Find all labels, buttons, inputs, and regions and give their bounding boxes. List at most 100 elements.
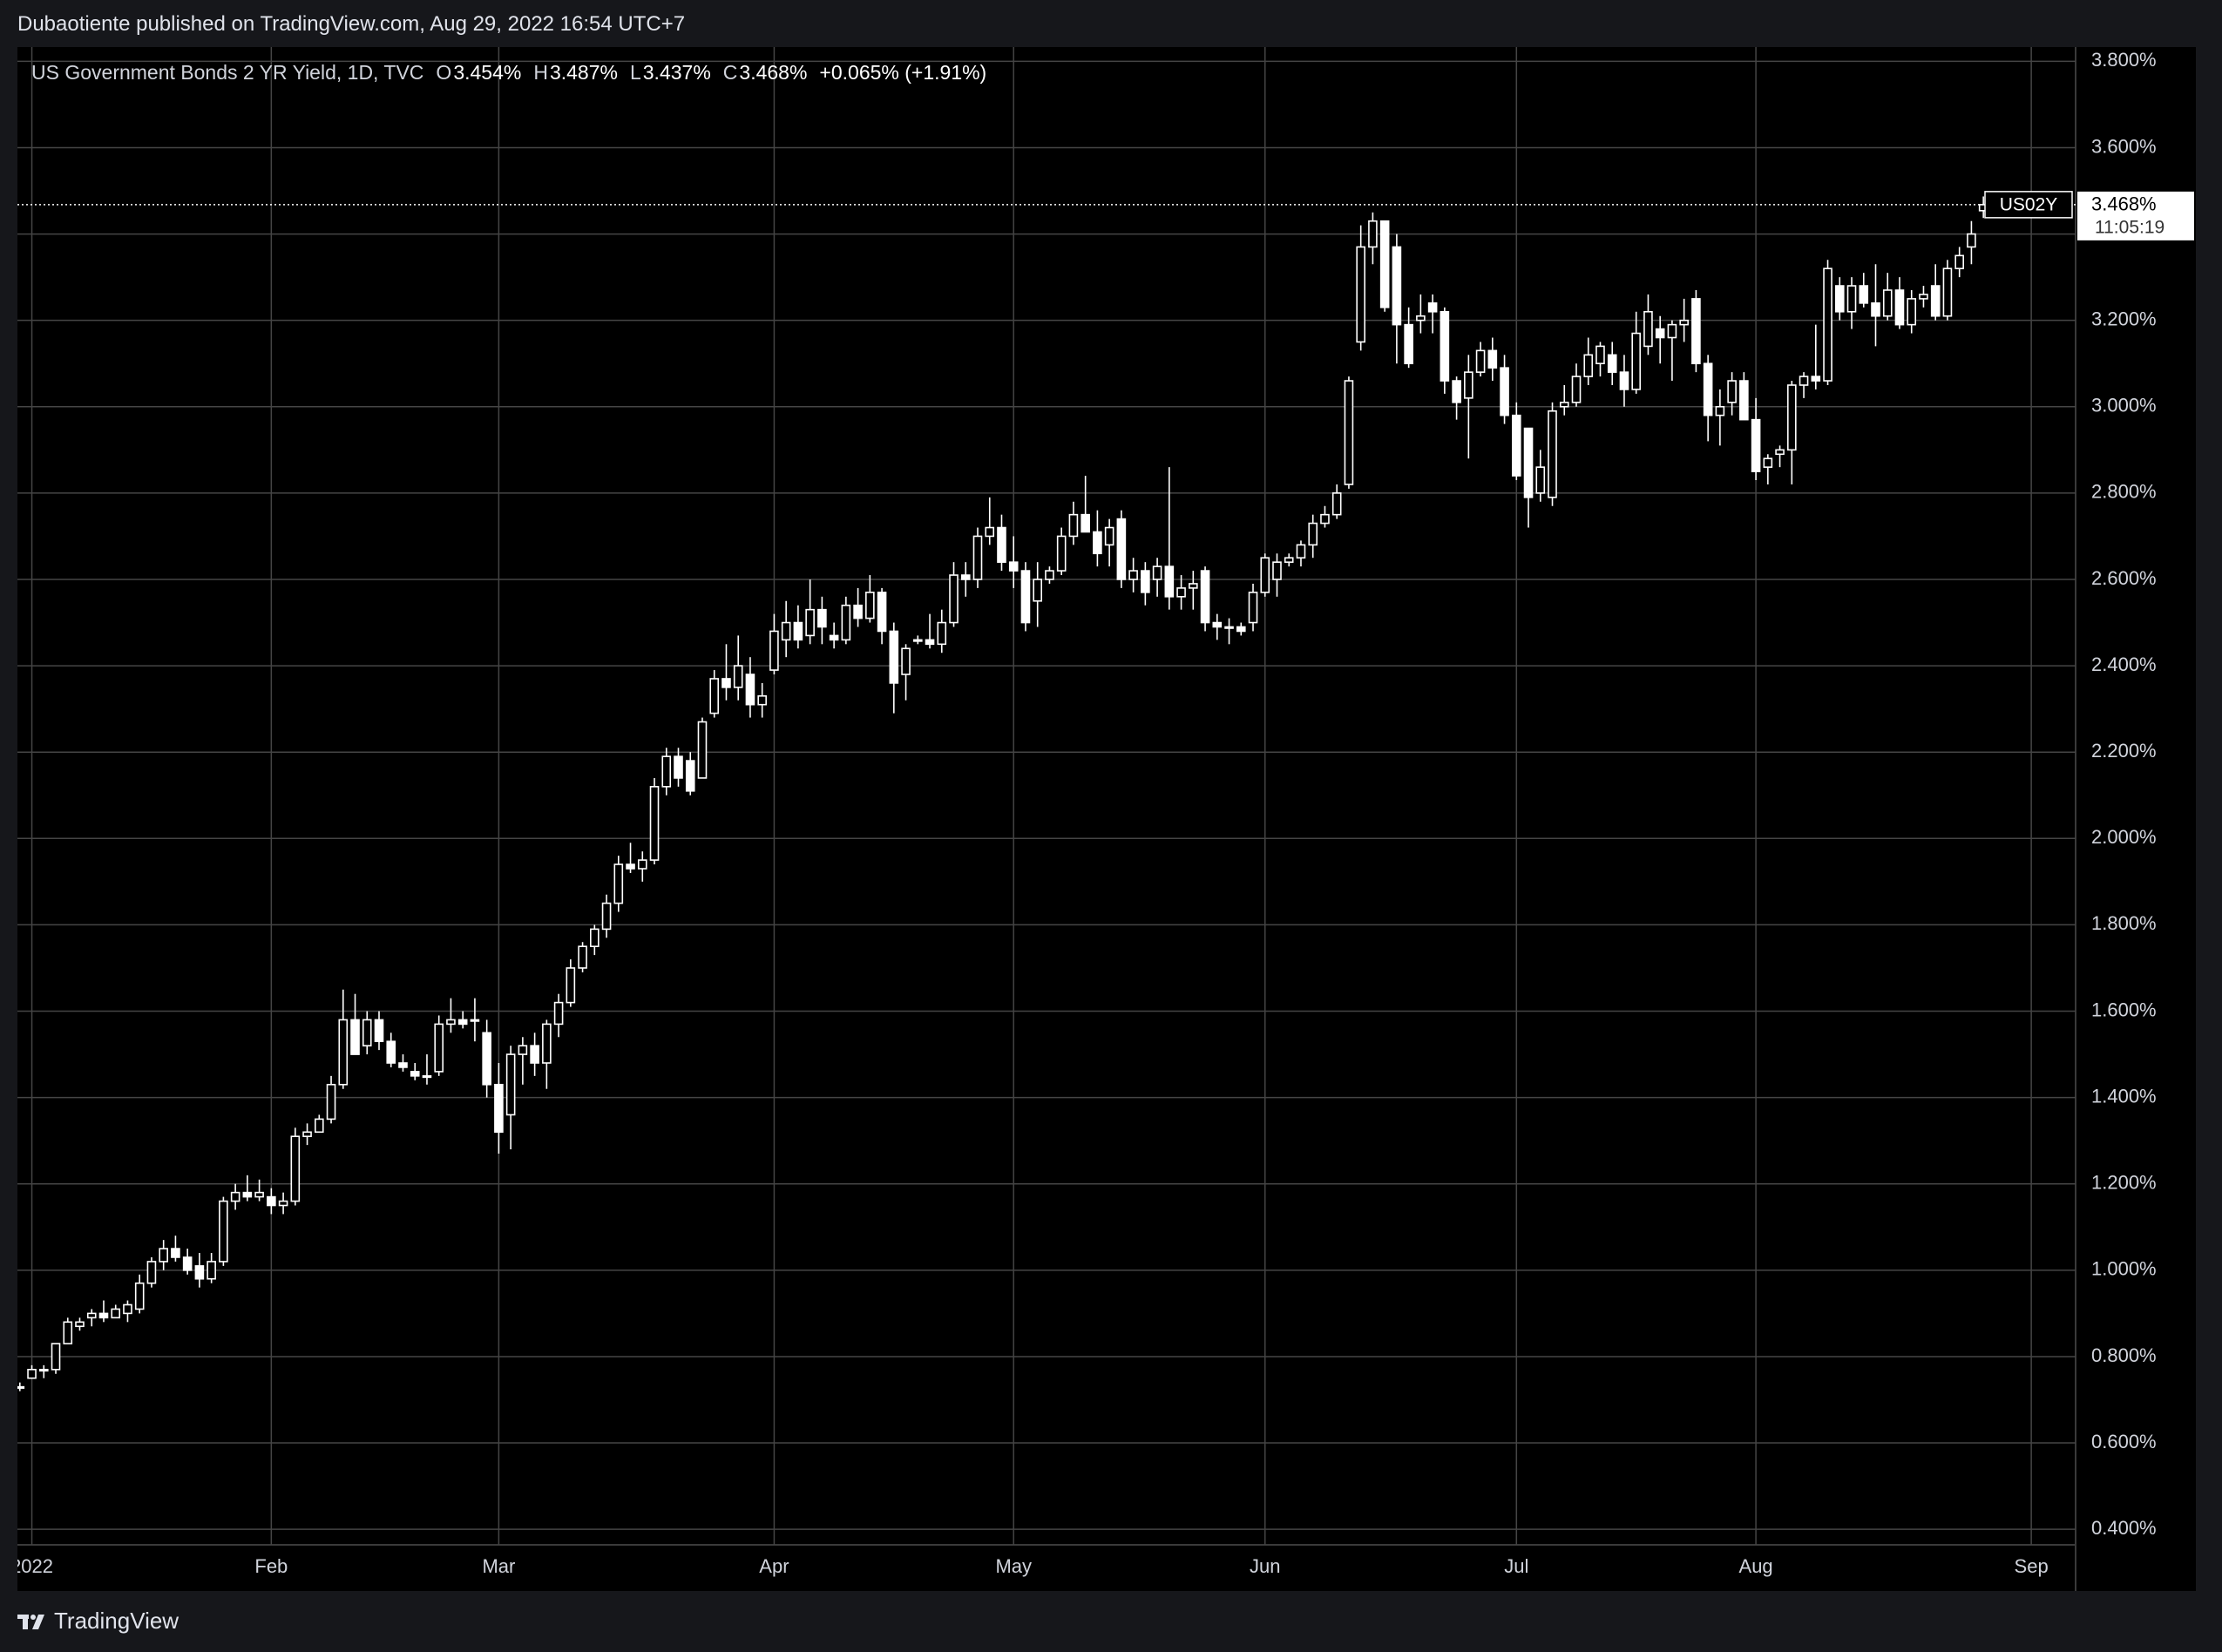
candle-body	[685, 760, 695, 792]
candle-body	[1787, 384, 1797, 451]
y-tick-label: 2.800%	[2091, 481, 2157, 503]
candle-body	[709, 678, 720, 714]
candle-body	[1930, 285, 1941, 317]
candle-body	[1559, 402, 1569, 408]
candle-body	[781, 621, 791, 641]
candle-body	[86, 1312, 97, 1319]
candle-body	[267, 1195, 276, 1207]
candle-body	[913, 639, 923, 642]
candle-body	[1500, 367, 1509, 416]
candle-body	[985, 526, 995, 538]
publish-info: Dubaotiente published on TradingView.com…	[17, 12, 686, 36]
x-tick-label: Mar	[482, 1555, 515, 1577]
low-value: 3.437%	[642, 61, 711, 84]
candle-body	[159, 1248, 168, 1263]
candle-body	[769, 630, 779, 671]
candle-body	[745, 674, 755, 706]
candle-body	[98, 1312, 109, 1319]
y-tick-label: 0.600%	[2091, 1431, 2157, 1452]
candle-body	[1548, 410, 1557, 498]
candle-body	[901, 647, 911, 675]
candle-body	[1081, 513, 1090, 533]
candle-body	[1512, 414, 1521, 477]
candle-body	[494, 1083, 504, 1134]
candle-body	[972, 535, 983, 580]
candle-body	[207, 1261, 216, 1280]
candle-body	[1236, 626, 1246, 633]
price-tag-box	[2077, 191, 2194, 240]
y-tick-label: 3.600%	[2091, 135, 2157, 157]
candle-body	[1954, 254, 1964, 270]
candle-body	[302, 1131, 312, 1138]
candle-body	[1224, 626, 1234, 629]
candle-body	[1189, 583, 1198, 589]
candle-body	[111, 1308, 121, 1319]
high-key: H	[533, 61, 548, 84]
candle-body	[1272, 561, 1282, 580]
candle-body	[1427, 302, 1438, 313]
candle-body	[51, 1343, 61, 1371]
candle-body	[350, 1019, 360, 1055]
change-value: +0.065% (+1.91%)	[819, 61, 987, 84]
candle-body	[1619, 371, 1629, 390]
candle-body	[1727, 380, 1737, 403]
candle-body	[925, 639, 935, 646]
x-tick-label: Sep	[2015, 1555, 2049, 1577]
candle-body	[457, 1019, 468, 1026]
candle-body	[1523, 427, 1534, 498]
candle-body	[1907, 298, 1917, 326]
candle-body	[1284, 557, 1294, 563]
candle-body	[1464, 371, 1473, 399]
candle-body	[1020, 570, 1031, 624]
candle-body	[817, 608, 827, 628]
x-tick-label: Aug	[1739, 1555, 1773, 1577]
candle-body	[219, 1200, 228, 1263]
candle-body	[1379, 220, 1390, 308]
candle-body	[960, 574, 971, 580]
candle-body	[470, 1019, 480, 1022]
candle-body	[1583, 354, 1594, 377]
candle-body	[254, 1191, 264, 1198]
candle-body	[997, 526, 1006, 563]
y-tick-label: 3.200%	[2091, 308, 2157, 329]
candle-body	[1571, 376, 1582, 403]
candle-body	[1535, 466, 1546, 494]
candle-body	[1799, 376, 1809, 386]
close-key: C	[722, 61, 738, 84]
candle-body	[697, 721, 708, 779]
candle-body	[278, 1200, 288, 1207]
price-tag: 3.468%	[2091, 193, 2157, 215]
axes: 0.400% 0.600% 0.800% 1.000% 1.200% 1.400% 1.60…	[17, 49, 2194, 1577]
candle-body	[362, 1019, 372, 1046]
candle-body	[601, 902, 612, 931]
candle-body	[637, 859, 647, 870]
candle-body	[829, 634, 839, 641]
x-tick-label: May	[995, 1555, 1032, 1577]
candle-body	[805, 608, 815, 637]
candle-body	[661, 755, 672, 788]
candle-body	[1308, 522, 1318, 546]
candle-body	[1475, 349, 1486, 373]
candle-body	[1152, 565, 1162, 580]
candle-body	[182, 1256, 193, 1271]
candle-body	[314, 1118, 324, 1134]
candle-body	[134, 1282, 145, 1310]
y-tick-label: 0.400%	[2091, 1517, 2157, 1539]
candle-body	[733, 665, 743, 688]
candle-body	[1823, 267, 1832, 382]
candle-body	[290, 1135, 301, 1202]
x-tick-label: Apr	[759, 1555, 789, 1577]
y-tick-label: 1.400%	[2091, 1085, 2157, 1107]
candle-body	[1763, 457, 1773, 468]
y-tick-label: 1.000%	[2091, 1258, 2157, 1280]
candle-body	[877, 592, 887, 633]
candle-body	[889, 630, 899, 684]
close-value: 3.468%	[739, 61, 808, 84]
y-tick-label: 0.800%	[2091, 1344, 2157, 1366]
y-tick-label: 1.800%	[2091, 912, 2157, 934]
candle-body	[649, 786, 660, 861]
candle-body	[1751, 418, 1761, 472]
candle-body	[1739, 380, 1749, 421]
candle-body	[1045, 570, 1054, 580]
